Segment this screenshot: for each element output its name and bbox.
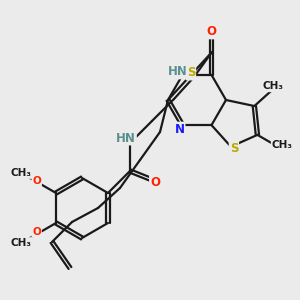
- Text: HN: HN: [116, 131, 136, 145]
- Text: CH₃: CH₃: [262, 81, 283, 91]
- Text: O: O: [32, 176, 41, 186]
- Text: HN: HN: [168, 65, 188, 78]
- Text: O: O: [206, 26, 217, 38]
- Text: CH₃: CH₃: [11, 238, 32, 248]
- Text: CH₃: CH₃: [272, 140, 293, 150]
- Text: O: O: [32, 227, 41, 237]
- Text: O: O: [150, 176, 160, 188]
- Text: S: S: [187, 67, 195, 80]
- Text: S: S: [230, 142, 238, 155]
- Text: CH₃: CH₃: [11, 168, 32, 178]
- Text: N: N: [175, 123, 184, 136]
